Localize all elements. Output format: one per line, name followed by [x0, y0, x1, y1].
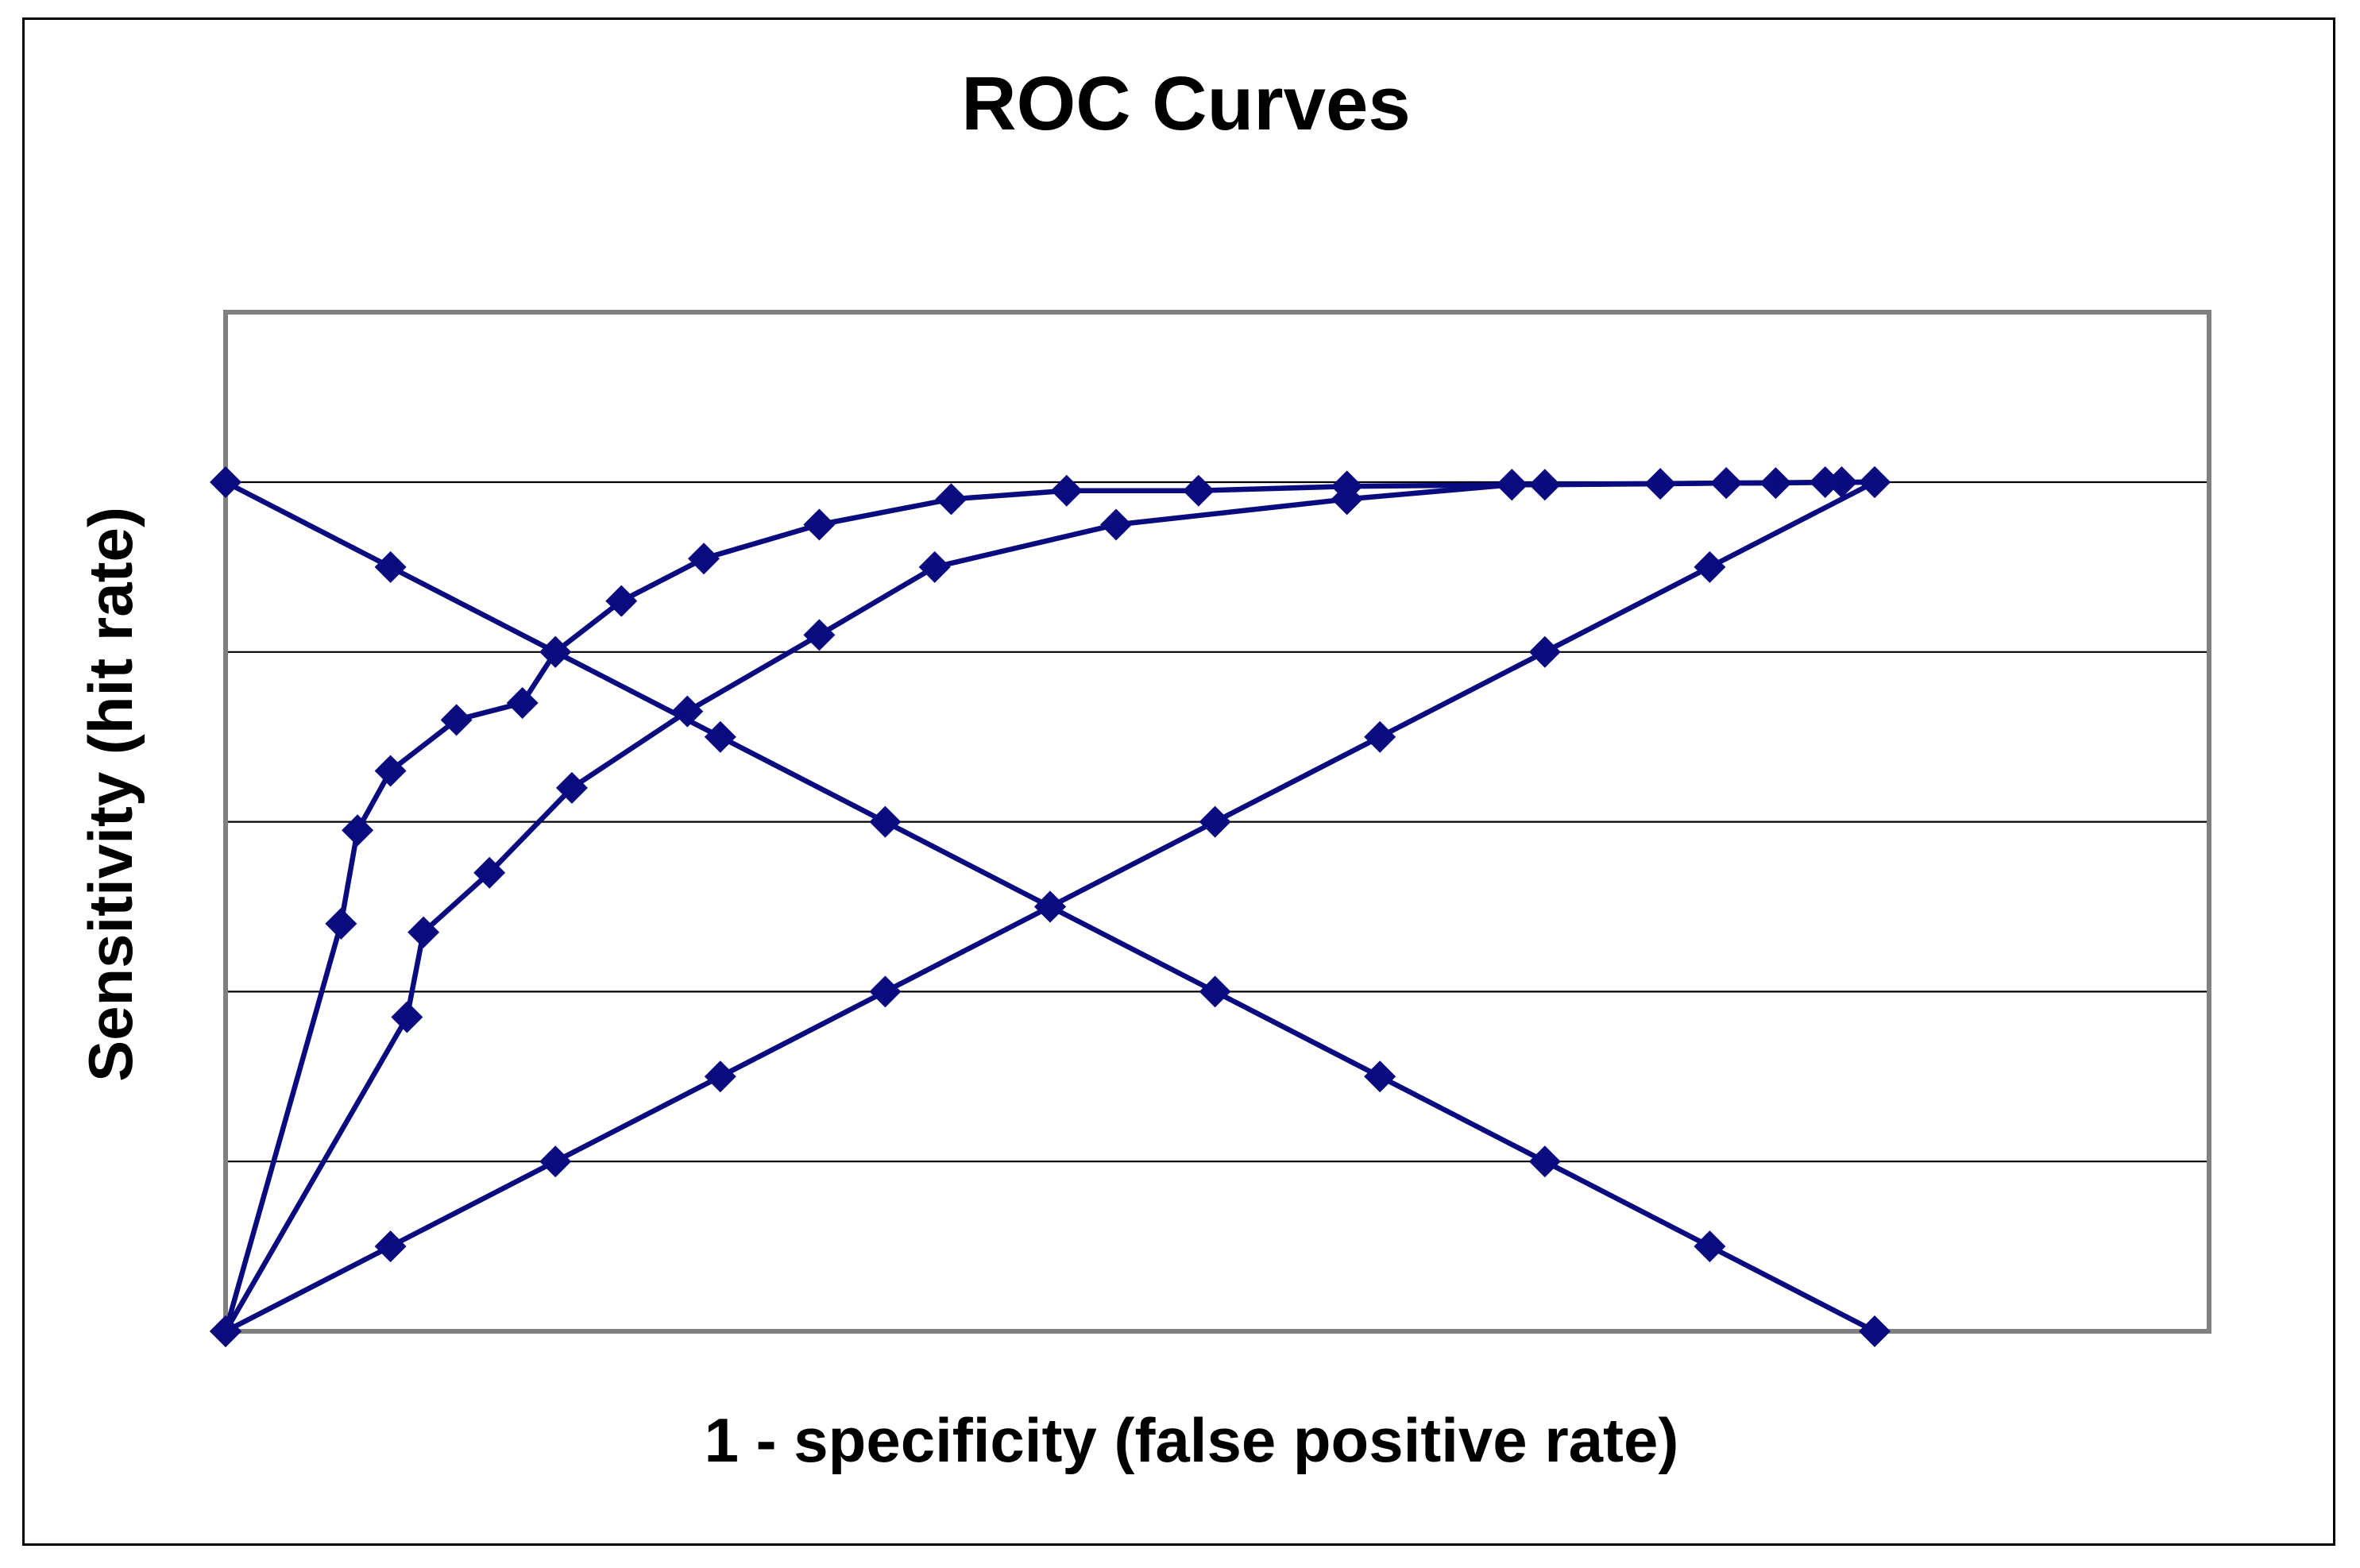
series-4-point-3	[704, 720, 736, 753]
series-4-point-4	[869, 805, 902, 838]
series-1-point-3	[374, 755, 407, 787]
series-1-point-8	[688, 543, 720, 575]
series-layer	[210, 466, 1891, 1347]
series-1-point-5	[506, 686, 539, 719]
series-2-point-5	[671, 695, 704, 728]
series-1-point-4	[440, 704, 473, 736]
series-2-point-6	[803, 619, 836, 651]
series-1-point-12	[1182, 474, 1215, 507]
series-4-point-10	[1859, 1315, 1891, 1347]
series-1-point-7	[605, 585, 638, 617]
chart-frame	[22, 17, 2335, 1546]
y-axis-label: Sensitivity (hit rate)	[75, 507, 145, 1082]
series-4-point-1	[374, 550, 407, 583]
series-1-point-2	[342, 814, 374, 847]
series-2-point-2	[407, 916, 440, 948]
series-2-point-9	[1331, 483, 1363, 516]
series-2-point-1	[391, 1001, 423, 1033]
series-3-point-0	[210, 1315, 241, 1347]
series-4-point-2	[539, 635, 572, 668]
x-axis-label: 1 - specificity (false positive rate)	[705, 1405, 1679, 1475]
series-2-point-8	[1100, 508, 1133, 541]
series-3-point-3	[704, 1060, 736, 1093]
series-3-point-4	[869, 975, 902, 1008]
series-4-point-6	[1199, 975, 1231, 1008]
series-2-point-3	[473, 856, 506, 889]
series-3-point-9	[1694, 550, 1726, 583]
series-4-point-7	[1364, 1060, 1396, 1093]
series-3-point-2	[539, 1145, 572, 1178]
series-4-point-9	[1694, 1230, 1726, 1263]
series-3-point-10	[1859, 466, 1891, 498]
series-3-point-8	[1528, 635, 1561, 668]
series-1-point-11	[1050, 474, 1083, 507]
series-4	[210, 466, 1891, 1347]
series-1-point-10	[935, 483, 968, 516]
series-4-point-8	[1528, 1145, 1561, 1178]
series-3-point-6	[1199, 805, 1231, 838]
series-3-point-1	[374, 1230, 407, 1263]
series-4-point-5	[1034, 890, 1066, 923]
chart-title: ROC Curves	[961, 61, 1411, 146]
series-1-point-1	[325, 907, 357, 940]
series-3-point-7	[1364, 720, 1396, 753]
plot-area-border	[223, 310, 2211, 1334]
series-2-point-11	[1710, 467, 1743, 500]
series-1-point-9	[803, 508, 836, 541]
series-2-point-7	[918, 550, 951, 583]
series-4-point-0	[210, 466, 241, 498]
series-2-point-10	[1496, 469, 1528, 501]
series-2-point-4	[555, 771, 588, 804]
